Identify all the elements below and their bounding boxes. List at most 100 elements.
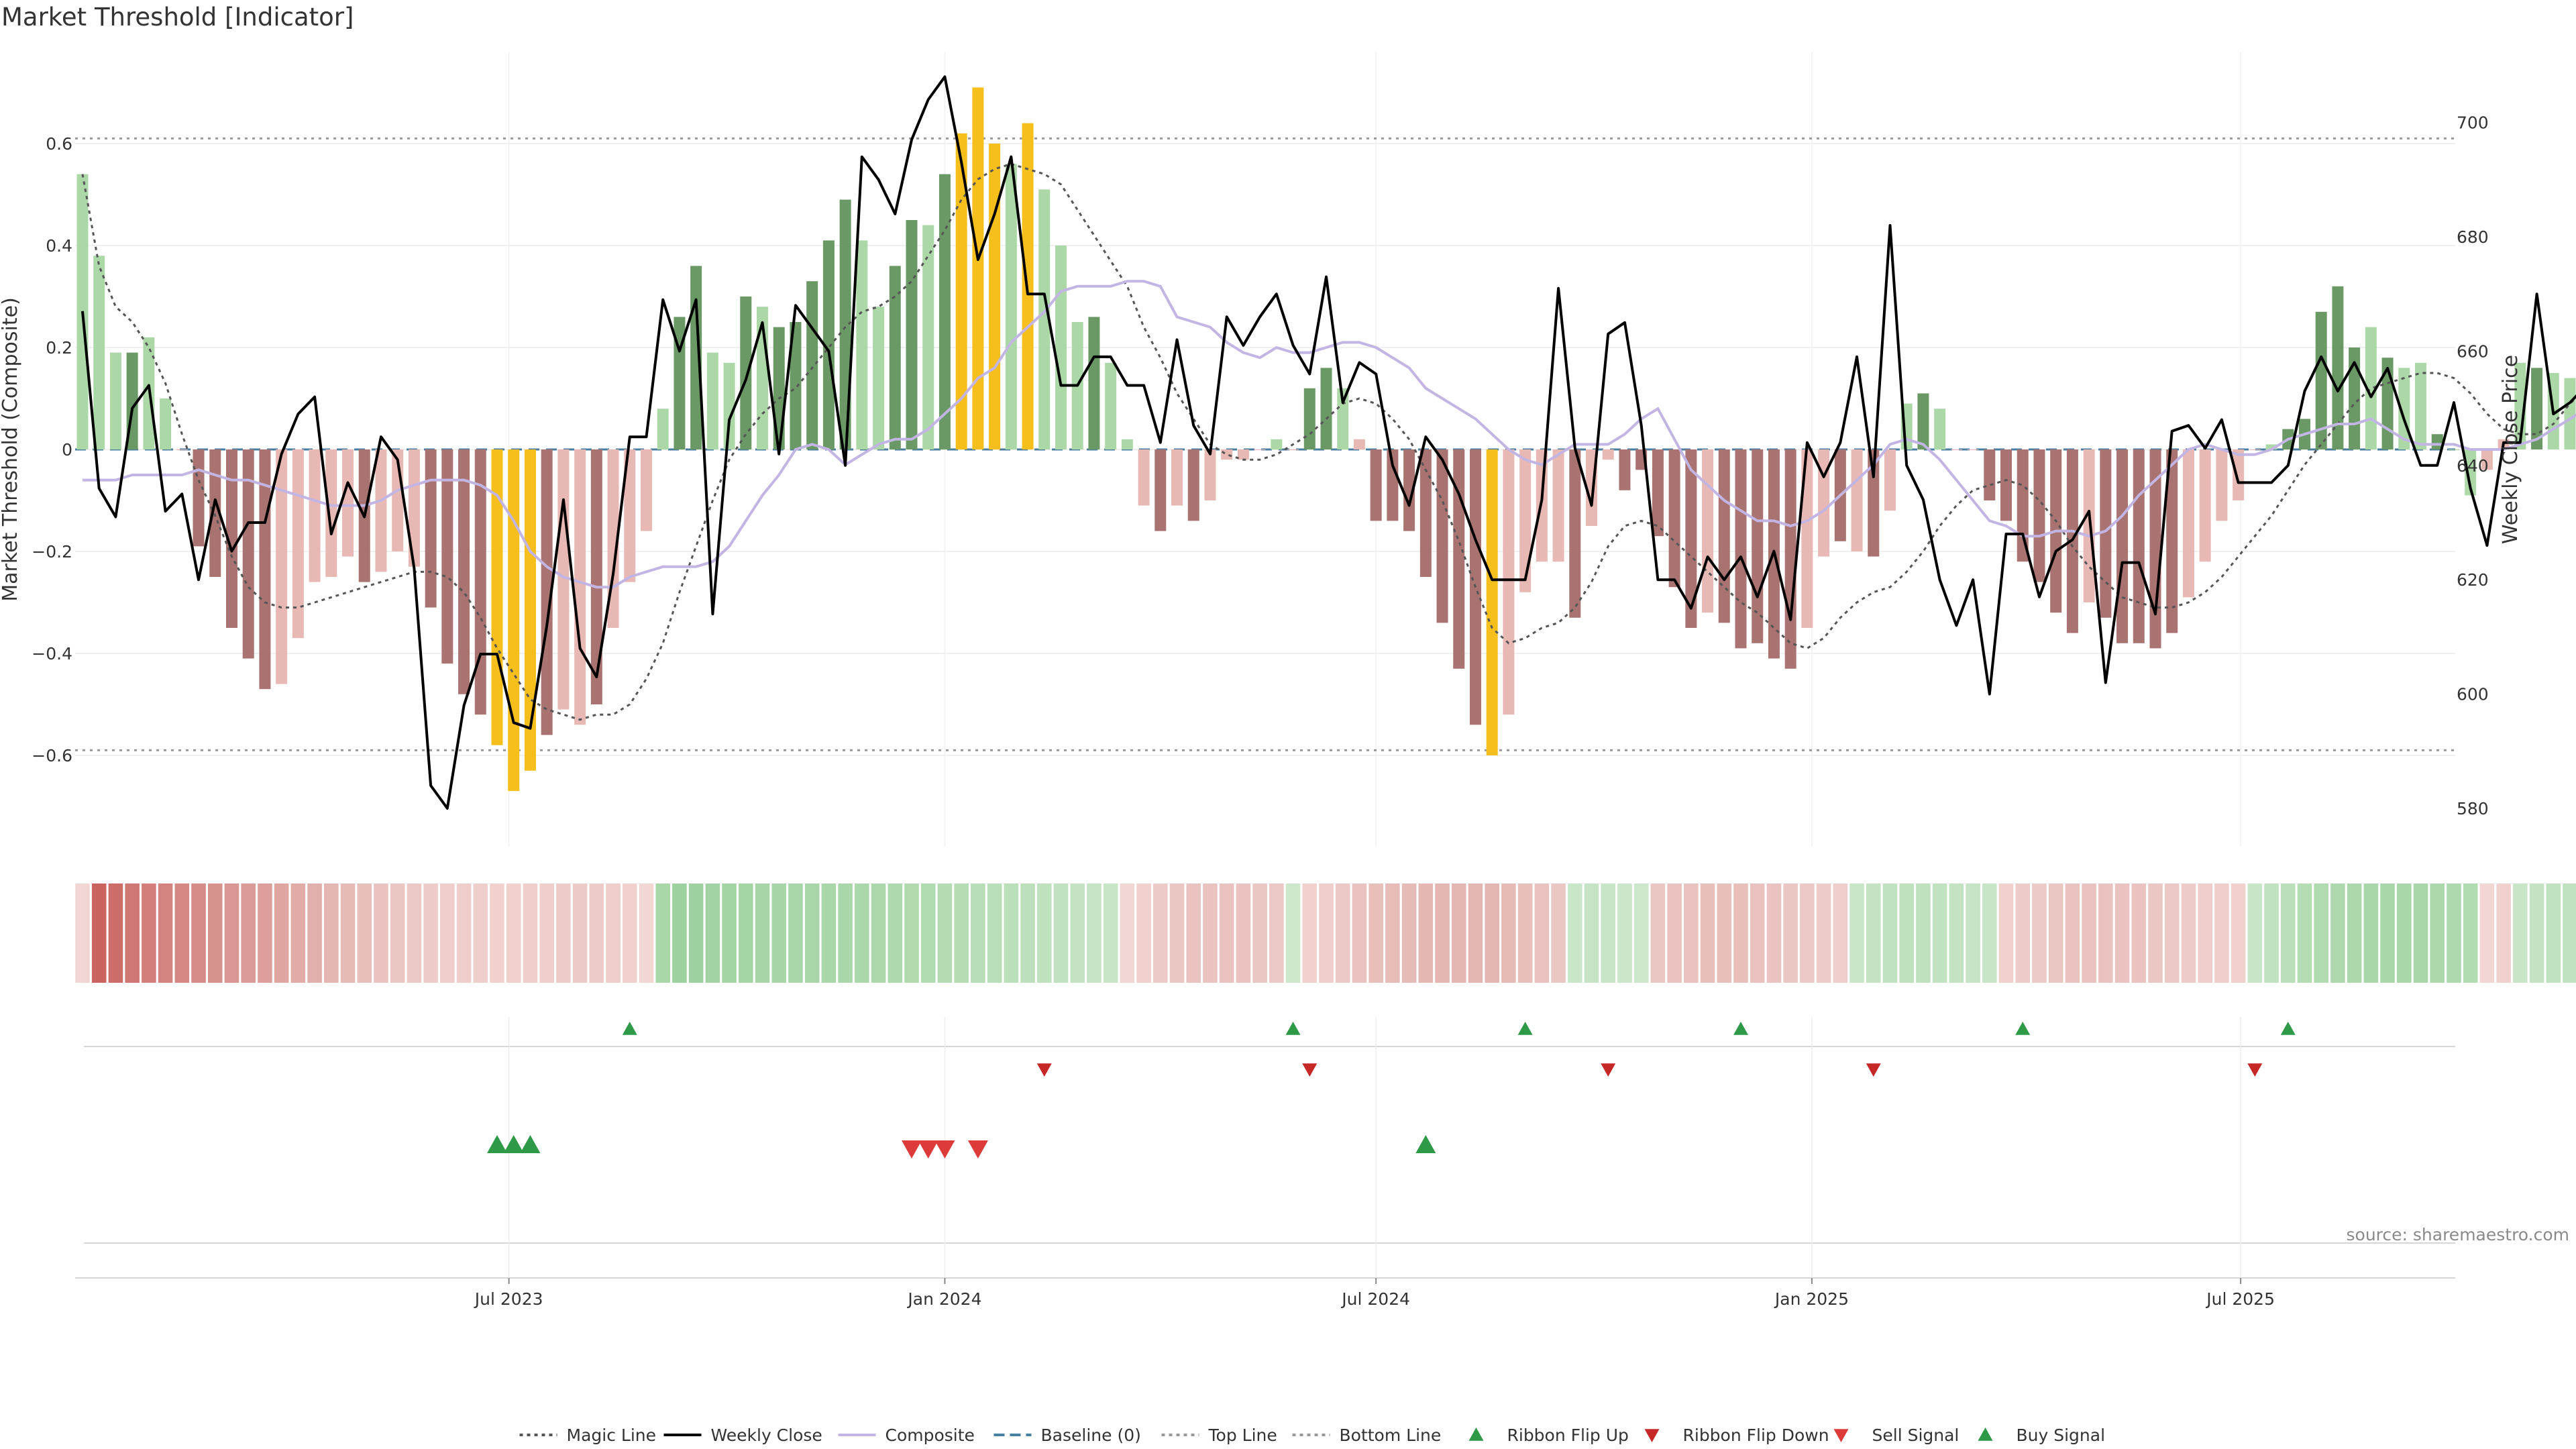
composite-bar: [1503, 449, 1515, 715]
ribbon-flip-down-marker: [1302, 1063, 1318, 1077]
ribbon-cell: [390, 883, 405, 983]
ribbon-cell: [340, 883, 356, 983]
composite-bar: [989, 144, 1001, 449]
composite-bar: [541, 449, 553, 735]
composite-bar: [590, 449, 602, 704]
right-y-axis-label: Weekly Close Price: [2499, 355, 2522, 544]
ribbon-cell: [2529, 883, 2544, 983]
ribbon-cell: [1136, 883, 1151, 983]
composite-line: [83, 280, 2576, 589]
threshold-ribbon: [75, 883, 2576, 983]
ribbon-cell: [1285, 883, 1301, 983]
ribbon-cell: [1932, 883, 1947, 983]
composite-bar: [1005, 164, 1017, 449]
composite-bar: [1436, 449, 1448, 623]
composite-bar: [109, 352, 121, 449]
left-y-axis-label: Market Threshold (Composite): [0, 297, 22, 602]
sell-signal-markers: [902, 1140, 988, 1159]
ribbon-cell: [2264, 883, 2279, 983]
ribbon-cell: [2214, 883, 2229, 983]
ribbon-cell: [2363, 883, 2379, 983]
ribbon-cell: [1584, 883, 1599, 983]
ribbon-cell: [672, 883, 687, 983]
composite-bar: [574, 449, 586, 725]
composite-bar: [2465, 449, 2477, 496]
composite-bar: [1984, 449, 1996, 500]
composite-bar: [674, 317, 686, 449]
ribbon-cell: [456, 883, 472, 983]
left-y-tick-label: −0.2: [32, 542, 72, 561]
sell-signal-marker: [967, 1140, 988, 1159]
ribbon-cell: [655, 883, 670, 983]
ribbon-cell: [2380, 883, 2395, 983]
ribbon-cell: [274, 883, 289, 983]
ribbon-cell: [572, 883, 588, 983]
ribbon-cell: [1833, 883, 1848, 983]
composite-bar: [1718, 449, 1730, 623]
ribbon-cell: [556, 883, 571, 983]
legend-item: Baseline (0): [994, 1426, 1141, 1445]
ribbon-cell: [1982, 883, 1997, 983]
composite-bar: [1303, 388, 1316, 449]
composite-bar: [906, 220, 918, 449]
composite-bar: [2265, 444, 2277, 449]
composite-bar: [740, 297, 752, 449]
ribbon-cell: [1352, 883, 1367, 983]
composite-bar: [2182, 449, 2194, 598]
buy-signal-marker: [1415, 1135, 1436, 1153]
composite-bar: [1370, 449, 1382, 521]
legend-item: Magic Line: [519, 1426, 656, 1445]
legend-label: Bottom Line: [1340, 1426, 1442, 1445]
buy-signal-marker: [503, 1135, 524, 1153]
ribbon-cell: [1733, 883, 1748, 983]
left-y-tick-label: 0: [62, 440, 72, 460]
sell-signal-marker: [918, 1140, 938, 1159]
right-y-tick-label: 660: [2457, 341, 2489, 361]
composite-bar: [225, 449, 237, 628]
left-y-ticks: −0.6 −0.4 −0.2 0 0.2 0.4 0.6: [32, 134, 72, 765]
legend-item: Buy Signal: [1978, 1426, 2105, 1445]
ribbon-cell: [1401, 883, 1417, 983]
ribbon-cell: [1633, 883, 1649, 983]
composite-bar: [2415, 362, 2427, 449]
composite-bar: [1950, 449, 1962, 450]
ribbon-cell: [207, 883, 223, 983]
ribbon-cell: [1468, 883, 1483, 983]
composite-bar: [1287, 449, 1299, 450]
ribbon-cell: [1385, 883, 1400, 983]
ribbon-cell: [1568, 883, 1582, 983]
composite-bar: [2481, 449, 2493, 470]
ribbon-cell: [1236, 883, 1251, 983]
legend-item: Composite: [838, 1426, 975, 1445]
ribbon-cell: [1882, 883, 1898, 983]
ribbon-cell: [788, 883, 803, 983]
composite-bar: [1353, 439, 1365, 449]
composite-bar: [2166, 449, 2178, 633]
ribbon-cell: [523, 883, 538, 983]
ribbon-cell: [1816, 883, 1831, 983]
ribbon-cell: [771, 883, 787, 983]
ribbon-cell: [1517, 883, 1533, 983]
buy-signal-marker: [520, 1135, 541, 1153]
composite-bar: [1851, 449, 1863, 551]
left-y-tick-label: 0.2: [46, 338, 72, 358]
ribbon-cell: [1501, 883, 1516, 983]
x-axis-ticks: Jul 2023 Jan 2024 Jul 2024 Jan 2025 Jul 2025: [474, 1278, 2275, 1309]
ribbon-cell: [357, 883, 372, 983]
composite-bar: [1138, 449, 1150, 506]
ribbon-cell: [539, 883, 554, 983]
ribbon-cell: [1966, 883, 1980, 983]
source-note: source: sharemaestro.com: [2347, 1225, 2570, 1244]
composite-bar: [873, 307, 885, 449]
ribbon-flip-down-marker: [1601, 1063, 1616, 1077]
ribbon-cell: [1899, 883, 1914, 983]
composite-bar: [955, 133, 967, 450]
legend-item: Sell Signal: [1833, 1426, 1959, 1445]
ribbon-cell: [125, 883, 140, 983]
ribbon-flip-up-marker: [1517, 1022, 1533, 1035]
left-y-tick-label: 0.6: [46, 134, 72, 154]
ribbon-cell: [423, 883, 438, 983]
composite-bar: [1868, 449, 1880, 557]
ribbon-cell: [2082, 883, 2096, 983]
ribbon-cell: [1036, 883, 1052, 983]
